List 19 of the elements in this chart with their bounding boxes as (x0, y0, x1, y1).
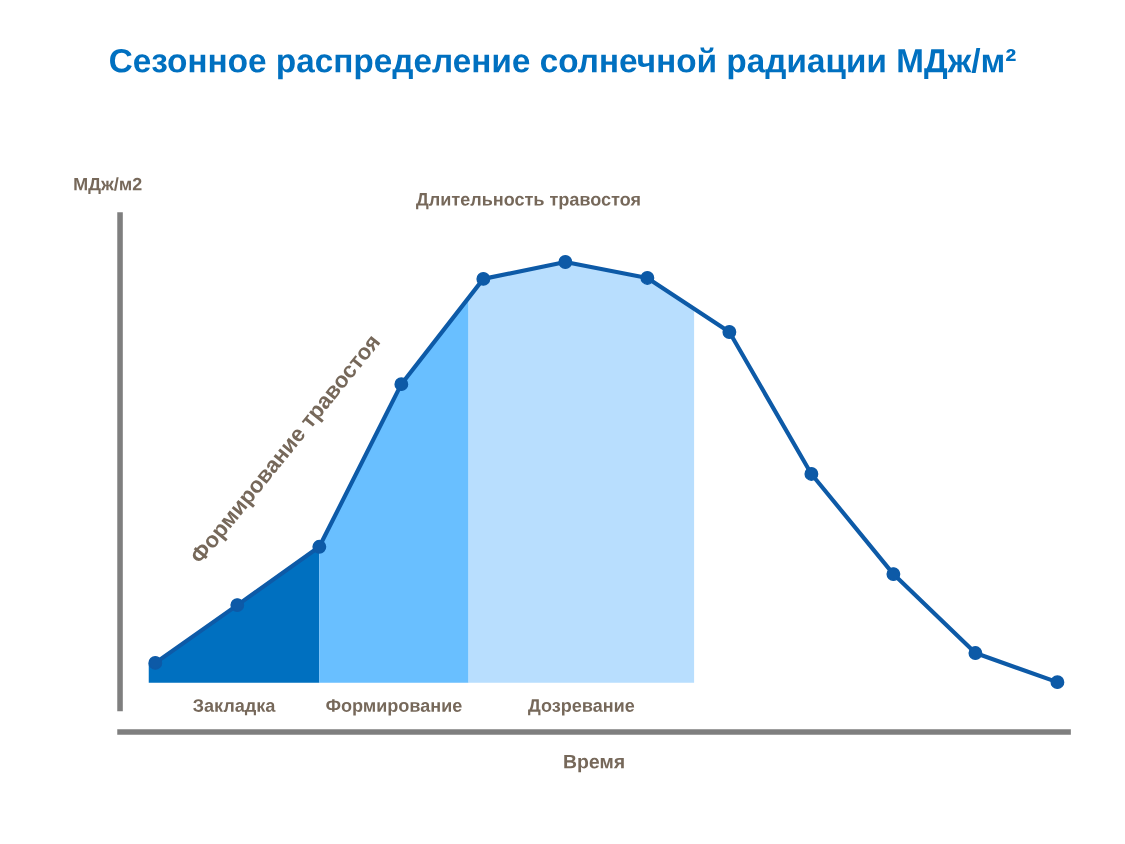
y-axis-title: МДж/м2 (74, 177, 142, 194)
point (558, 255, 573, 269)
annotation: Формирование (326, 699, 462, 716)
chart-title: Сезонное распределение солнечной радиации МДж/м² (110, 47, 1016, 80)
point (722, 325, 737, 339)
point (640, 271, 655, 285)
point (476, 271, 491, 286)
point (394, 377, 409, 392)
point (1050, 675, 1065, 690)
point (230, 598, 245, 613)
x-axis-title: Время (564, 754, 624, 773)
annotation: Дозревание (528, 699, 635, 716)
point (312, 539, 327, 554)
point (886, 567, 901, 582)
point (804, 467, 819, 481)
annotation: Закладка (193, 699, 276, 716)
text: Длительность травостоя (416, 193, 640, 210)
point (968, 646, 983, 660)
point (148, 655, 163, 670)
